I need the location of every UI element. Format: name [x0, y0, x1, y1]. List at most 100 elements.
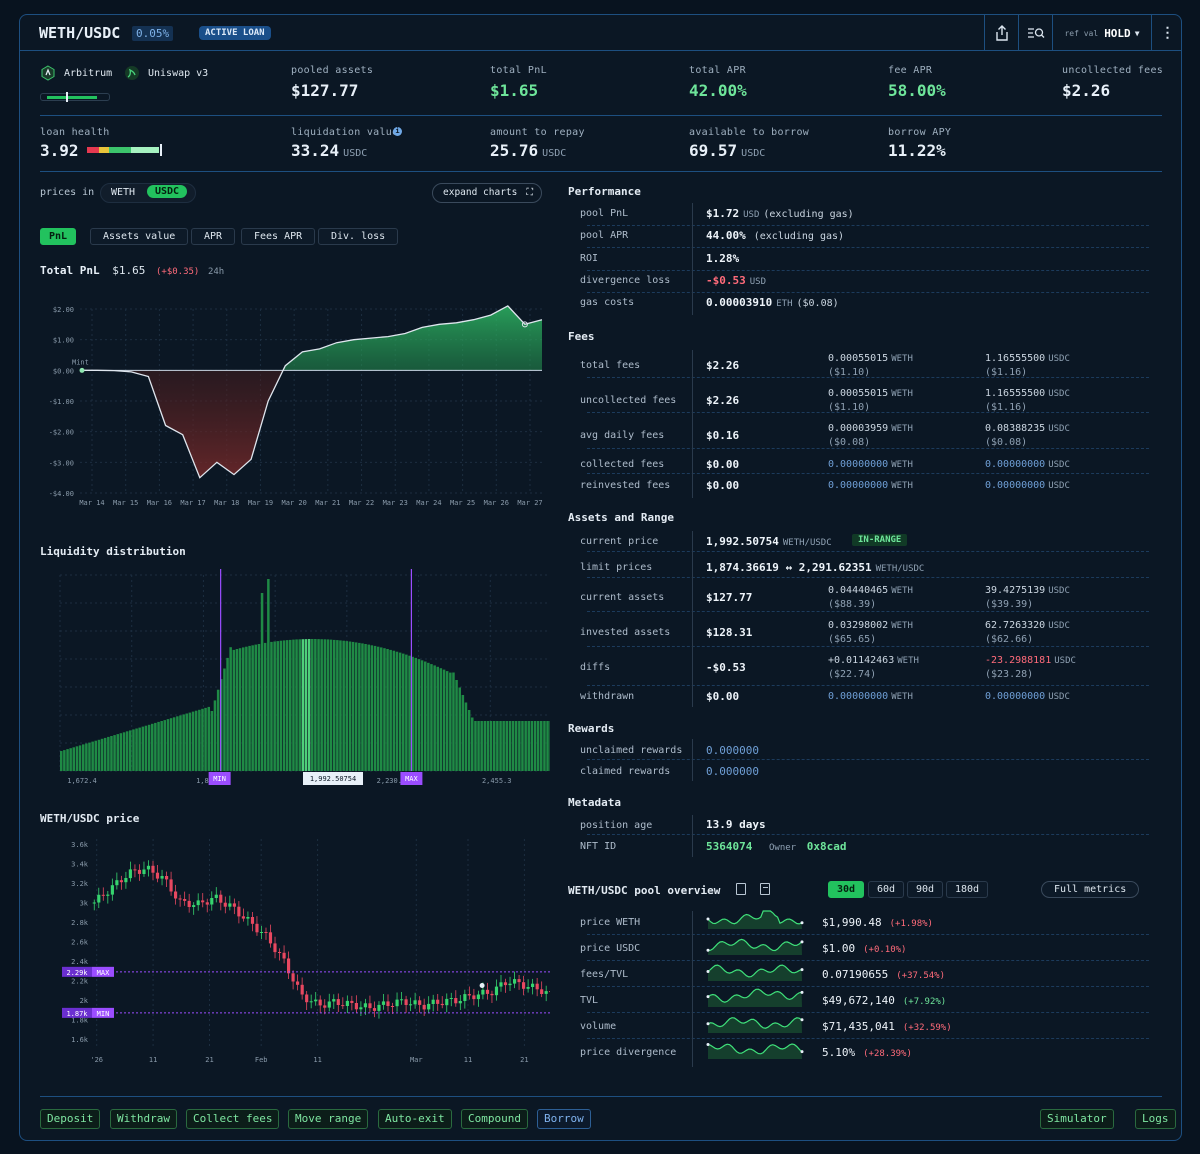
- loan-health-label: loan health: [40, 127, 110, 138]
- search-list-button[interactable]: [1018, 15, 1052, 51]
- auto-exit-button[interactable]: Auto-exit: [378, 1109, 452, 1129]
- candle-body: [354, 1003, 358, 1010]
- liquidity-bar: [72, 747, 76, 772]
- fee-weth-amount: 0.00000000 WETH: [828, 459, 913, 470]
- perf-row-value: -$0.53 USD: [706, 274, 767, 287]
- overview-row-label: volume: [580, 1021, 617, 1032]
- rewards-title: Rewards: [568, 722, 615, 735]
- period-30d[interactable]: 30d: [828, 881, 865, 898]
- deposit-button[interactable]: Deposit: [40, 1109, 101, 1129]
- tab-fees-apr[interactable]: Fees APR: [241, 228, 316, 245]
- liquidity-bar: [364, 644, 367, 771]
- y-tick-label: -$1.00: [49, 398, 74, 406]
- period-60d[interactable]: 60d: [868, 881, 905, 898]
- available-to-borrow-label: available to borrow: [689, 127, 810, 138]
- candle-body: [101, 894, 105, 896]
- candle-body: [336, 999, 340, 1005]
- collect-fees-button[interactable]: Collect fees: [186, 1109, 280, 1129]
- candle-body: [472, 995, 476, 1000]
- share-button[interactable]: [984, 15, 1018, 51]
- liquidity-bar: [439, 668, 443, 772]
- liquidity-bar: [546, 721, 549, 771]
- candle-body: [544, 991, 548, 994]
- x-tick-label: Mar 23: [383, 499, 408, 507]
- x-tick-label: 1,672.4: [67, 777, 97, 785]
- candle-body: [503, 982, 508, 986]
- compound-button[interactable]: Compound: [461, 1109, 528, 1129]
- candle-body: [210, 898, 214, 905]
- tab-assets-value[interactable]: Assets value: [90, 228, 189, 245]
- liquidity-bar: [536, 721, 540, 771]
- liquidity-bar: [311, 639, 314, 771]
- y-tick-label: -$3.00: [49, 459, 74, 467]
- move-range-button[interactable]: Move range: [288, 1109, 369, 1129]
- overview-row-label: price WETH: [580, 917, 641, 928]
- simulator-button[interactable]: Simulator: [1040, 1109, 1114, 1129]
- liquidity-bar: [223, 668, 226, 771]
- fee-usdc-usd: ($1.16): [985, 402, 1028, 413]
- nft-id-link[interactable]: 5364074: [706, 840, 753, 853]
- liquidity-bar: [376, 646, 380, 772]
- liquidity-bar: [323, 639, 327, 772]
- liquidity-bar: [518, 721, 521, 771]
- tab-div-loss[interactable]: Div. loss: [318, 228, 399, 245]
- liquidity-bar: [166, 719, 170, 771]
- x-tick-label: 21: [520, 1056, 528, 1064]
- column-divider: [692, 739, 693, 781]
- overview-row-value: $1.00 (+0.10%): [822, 942, 907, 955]
- toggle-weth[interactable]: WETH: [111, 187, 136, 198]
- more-menu-button[interactable]: ⋮: [1151, 15, 1181, 51]
- withdraw-button[interactable]: Withdraw: [110, 1109, 177, 1129]
- liquidity-bar: [66, 749, 69, 771]
- toggle-usdc[interactable]: USDC: [147, 185, 188, 198]
- y-tick-label: 1.6k: [71, 1036, 89, 1044]
- tab-apr[interactable]: APR: [191, 228, 236, 245]
- fee-usdc-amount: 0.00000000 USDC: [985, 480, 1070, 491]
- claimed-rewards-value: 0.000000: [706, 765, 759, 778]
- period-90d[interactable]: 90d: [907, 881, 944, 898]
- full-metrics-button[interactable]: Full metrics: [1041, 881, 1140, 898]
- fee-row-value: $0.16: [706, 429, 740, 442]
- sparkline-end: [800, 1050, 804, 1054]
- liquidity-bar: [505, 721, 509, 771]
- tab-pnl[interactable]: PnL: [40, 228, 77, 245]
- asset-weth-amount: +0.01142463 WETH: [828, 655, 919, 666]
- receipt-icon[interactable]: [760, 883, 770, 895]
- fee-usdc-amount: 0.00000000 USDC: [985, 459, 1070, 470]
- asset-weth-amount: 0.03298002 WETH: [828, 620, 913, 631]
- column-divider: [692, 815, 693, 857]
- liquidity-bar: [282, 640, 286, 771]
- liquidity-bar: [154, 722, 157, 772]
- ref-val-dropdown[interactable]: ref val HOLD ▼: [1052, 15, 1151, 51]
- fee-row-label: avg daily fees: [580, 430, 665, 441]
- liquidity-bar: [499, 721, 502, 771]
- min-price-value: 1.87k: [66, 1010, 88, 1018]
- row-divider: [587, 834, 1149, 835]
- candle-body: [241, 916, 245, 919]
- row-divider: [587, 1012, 1149, 1013]
- candle-body: [323, 1005, 327, 1008]
- logs-button[interactable]: Logs: [1135, 1109, 1176, 1129]
- last-point-marker: [521, 321, 528, 328]
- borrow-button[interactable]: Borrow: [537, 1109, 591, 1129]
- liquidity-bar: [213, 700, 217, 772]
- owner-link[interactable]: 0x8cad: [806, 840, 847, 853]
- document-icon[interactable]: [736, 883, 746, 895]
- liquidity-bar: [245, 646, 248, 772]
- max-label: MAX: [97, 969, 110, 977]
- liquidity-bar: [204, 707, 207, 772]
- liquidity-bar: [157, 721, 160, 771]
- candle-body: [155, 872, 160, 879]
- candle-body: [476, 994, 480, 1000]
- period-180d[interactable]: 180d: [946, 881, 989, 898]
- uncollected-fees-label: uncollected fees: [1062, 65, 1164, 76]
- dex-name: Uniswap v3: [148, 67, 209, 79]
- sparkline-start: [706, 1042, 710, 1046]
- liquidity-bar: [147, 724, 151, 772]
- candle-body: [183, 899, 187, 901]
- x-tick-label: 2,455.3: [482, 777, 512, 785]
- x-tick-label: Mar 20: [282, 499, 307, 507]
- sparkline-area: [708, 965, 802, 981]
- expand-charts-button[interactable]: expand charts ⛶: [432, 183, 542, 203]
- info-icon[interactable]: i: [393, 127, 402, 136]
